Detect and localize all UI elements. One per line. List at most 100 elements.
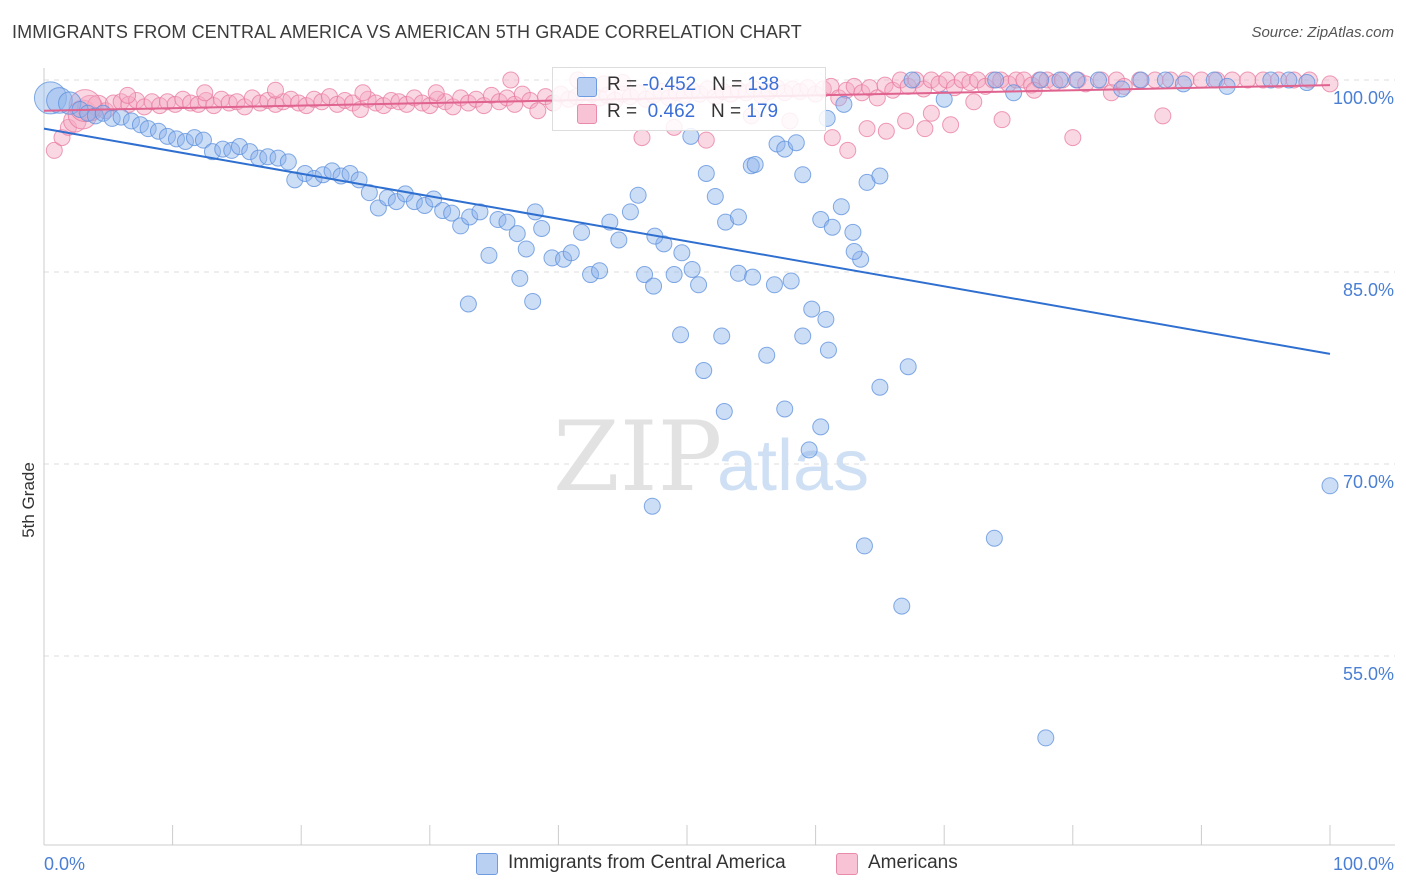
point-americans [282,90,300,108]
point-americans [1321,75,1339,93]
axes: 100.0% 85.0% 70.0% 55.0% 0.0% 100.0% [43,68,1395,874]
point-central-america [985,529,1003,547]
point-central-america [794,327,812,345]
point-americans [633,129,651,147]
point-central-america [103,109,121,127]
point-americans [119,86,137,104]
point-central-america [610,231,628,249]
point-central-america [776,400,794,418]
point-central-america [835,95,853,113]
point-americans [266,81,284,99]
chart-title: IMMIGRANTS FROM CENTRAL AMERICA VS AMERI… [12,22,802,42]
point-central-america [517,240,535,258]
point-central-america [717,213,735,231]
point-americans [993,111,1011,129]
point-central-america [636,266,654,284]
point-central-america [1032,71,1050,89]
point-central-america [715,403,733,421]
legend-n-label: N = [712,74,748,95]
point-central-america [746,155,764,173]
legend-swatch-blue [476,853,498,875]
point-central-america [823,218,841,236]
legend-swatch-pink [577,104,597,124]
point-central-america [1051,71,1069,89]
y-tick-label: 55.0% [1343,664,1394,684]
point-americans [196,84,214,102]
point-central-america [803,300,821,318]
watermark: ZIP atlas [553,401,869,513]
point-central-america [871,167,889,185]
point-central-america [591,262,609,280]
point-central-america [149,122,167,140]
point-central-america [706,187,724,205]
legend-n-label: N = [711,101,747,122]
point-central-america [987,71,1005,89]
point-central-america [845,243,863,261]
point-central-america [498,213,516,231]
point-central-america [1005,84,1023,102]
point-central-america [131,116,149,134]
point-americans [839,141,857,159]
correlation-legend: R = -0.452 N = 138 R = 0.462 N = 179 [552,67,826,131]
point-central-america [1280,71,1298,89]
point-central-america [645,277,663,295]
point-americans [916,120,934,138]
point-central-america [758,346,776,364]
point-americans [1285,71,1303,89]
x-tick-label: 100.0% [1333,854,1394,874]
point-central-america [629,186,647,204]
y-tick-label: 85.0% [1343,280,1394,300]
point-central-america [713,327,731,345]
point-central-america [1262,71,1280,89]
point-americans [529,102,547,120]
point-americans [1239,71,1257,89]
point-central-america [480,246,498,264]
point-central-america [621,203,639,221]
point-central-america [729,264,747,282]
source-label: Source: ZipAtlas.com [1251,24,1394,41]
point-central-america [782,272,800,290]
point-central-america [573,223,591,241]
point-americans [53,129,71,147]
point-americans [1064,129,1082,147]
point-americans [1154,107,1172,125]
watermark-atlas: atlas [717,426,869,506]
point-americans [427,84,445,102]
legend-n-value: 179 [746,101,779,122]
point-central-america [817,310,835,328]
legend-swatch-pink [836,853,858,875]
point-americans [823,129,841,147]
point-central-america [672,326,690,344]
point-central-america [139,120,157,138]
y-tick-label: 70.0% [1343,472,1394,492]
point-central-america [1156,71,1174,89]
point-central-america [194,131,212,149]
y-tick-label: 100.0% [1333,88,1394,108]
point-central-america [1174,75,1192,93]
point-central-america [903,71,921,89]
point-central-america [1132,71,1150,89]
point-central-america [673,244,691,262]
point-central-america [855,537,873,555]
point-central-america [697,164,715,182]
point-central-america [1068,71,1086,89]
point-americans [897,112,915,130]
point-central-america [46,87,73,114]
watermark-zip: ZIP [553,401,722,513]
point-central-america [511,269,529,287]
point-central-america [526,203,544,221]
point-americans [45,141,63,159]
point-central-america [1321,477,1339,495]
point-central-america [533,219,551,237]
point-central-america [765,276,783,294]
legend-r-value: -0.452 [642,74,697,95]
grid-lines [44,79,1395,657]
point-central-america [214,140,232,158]
x-tick-label: 0.0% [44,854,85,874]
point-central-america [269,149,287,167]
point-central-america [279,153,297,171]
point-central-america [690,276,708,294]
legend-r-label: R = [607,101,643,122]
point-central-america [524,292,542,310]
